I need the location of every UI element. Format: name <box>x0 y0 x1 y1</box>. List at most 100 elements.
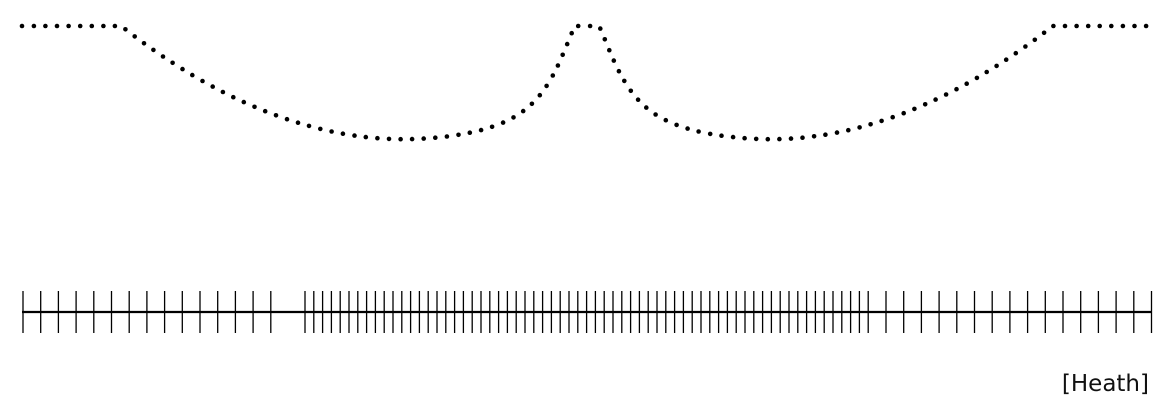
curve-dot <box>478 127 484 133</box>
curve-dot <box>295 120 301 125</box>
curve-dot <box>954 86 959 92</box>
curve-dot <box>788 136 794 141</box>
curve-dot <box>262 108 268 114</box>
curve-dot <box>811 134 817 139</box>
curve-dot <box>1109 23 1114 29</box>
curve-dot <box>318 126 323 132</box>
curve-dot <box>564 41 570 47</box>
curve-dot <box>101 23 106 29</box>
curve-dot <box>1062 23 1068 29</box>
curve-dot <box>550 73 556 78</box>
curve-dot <box>141 41 147 46</box>
curve-dot <box>868 122 873 127</box>
curve-dot <box>1074 23 1079 29</box>
curve-dot <box>1041 30 1047 36</box>
curve-dot <box>800 135 805 140</box>
curve-dot <box>628 88 634 94</box>
curve-dot <box>635 97 641 102</box>
curve-dot <box>765 136 771 142</box>
curve-dot <box>210 84 215 89</box>
curve-dot <box>433 135 438 140</box>
curve-dot <box>329 129 334 134</box>
curve-dot <box>77 23 83 29</box>
curve-dot <box>375 135 380 141</box>
curve-dot <box>43 23 48 29</box>
curve-dot <box>180 66 185 72</box>
curve-dot <box>190 72 195 78</box>
curve-dot <box>19 23 25 29</box>
curve-dot <box>685 126 690 131</box>
curve-dot <box>363 134 369 140</box>
curve-dot <box>537 92 543 98</box>
curve-dot <box>160 54 166 59</box>
curve-dot <box>1003 57 1009 62</box>
curve-dot <box>901 110 906 116</box>
curve-dot <box>879 118 884 124</box>
curve-dot <box>753 136 759 142</box>
curve-dot <box>834 130 840 135</box>
curve-dot <box>742 135 747 141</box>
curve-dot <box>151 47 156 53</box>
caption-label: [Heath] <box>1061 371 1149 397</box>
dotted-curve <box>19 23 1149 142</box>
curve-dot <box>284 116 290 122</box>
curve-dot <box>252 104 257 110</box>
curve-dot <box>974 75 980 81</box>
curve-dot <box>241 99 247 105</box>
curve-dot <box>560 52 565 58</box>
curve-dot <box>964 81 969 86</box>
curve-dot <box>132 34 137 39</box>
curve-dot <box>1120 23 1126 29</box>
curve-dot <box>575 23 581 29</box>
curve-dot <box>622 78 627 84</box>
curve-dot <box>529 101 535 107</box>
curve-dot <box>912 106 917 112</box>
tick-ruler <box>22 291 1153 333</box>
curve-dot <box>112 23 118 29</box>
curve-dot <box>456 132 461 138</box>
curve-dot <box>467 130 473 135</box>
curve-dot <box>994 63 999 69</box>
curve-dot <box>489 124 495 130</box>
curve-dot <box>231 94 236 100</box>
curve-dot <box>719 133 724 138</box>
curve-dot <box>696 129 701 134</box>
curve-dot <box>352 133 357 138</box>
curve-dot <box>587 23 593 29</box>
curve-dot <box>1085 23 1091 29</box>
curve-dot <box>1132 23 1137 29</box>
curve-dot <box>1013 50 1019 56</box>
curve-dot <box>386 136 392 142</box>
curve-dot <box>1097 23 1102 29</box>
curve-dot <box>421 136 427 141</box>
curve-dot <box>500 120 506 125</box>
curve-dot <box>398 136 403 142</box>
curve-dot <box>200 78 205 84</box>
curve-dot <box>340 131 346 136</box>
curve-dot <box>943 92 949 97</box>
curve-dot <box>569 30 574 36</box>
curve-dot <box>730 134 736 140</box>
curve-dot <box>777 136 782 142</box>
curve-dot <box>544 83 549 89</box>
curve-dot <box>611 58 617 63</box>
curve-dot <box>31 23 37 29</box>
curve-dot <box>602 37 608 42</box>
curve-dot <box>644 105 649 110</box>
curve-dot <box>444 134 450 139</box>
curve-dot <box>520 108 526 114</box>
curve-dot <box>607 47 612 53</box>
curve-dot <box>890 114 895 120</box>
curve-dot <box>89 23 95 29</box>
curve-dot <box>653 112 658 117</box>
curve-dot <box>846 127 851 133</box>
curve-dot <box>707 131 713 137</box>
curve-dot <box>1032 37 1038 43</box>
curve-dot <box>984 69 989 75</box>
curve-dot <box>220 89 226 95</box>
curve-dot <box>511 115 516 120</box>
curve-dot <box>598 26 603 31</box>
curve-dot <box>66 23 71 29</box>
curve-dot <box>857 125 862 130</box>
